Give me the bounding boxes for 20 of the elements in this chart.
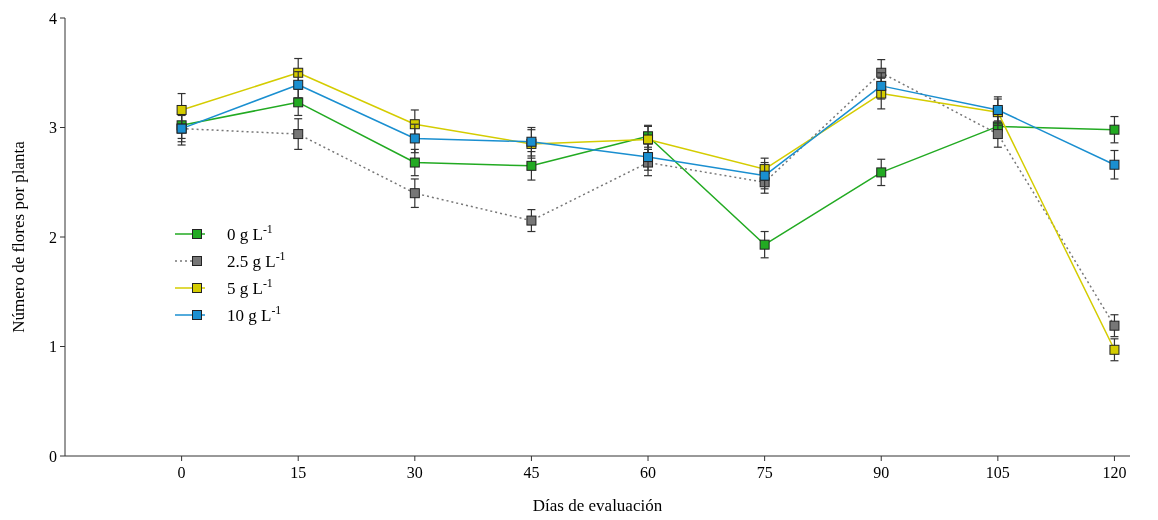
x-tick-label: 90: [873, 464, 890, 481]
legend-label: 5 g L$^{-1}$: [227, 275, 273, 298]
legend-label: 2.5 g L$^{-1}$: [227, 248, 286, 271]
y-tick-label: 3: [49, 119, 57, 137]
legend-label: 10 g L$^{-1}$: [227, 302, 282, 325]
x-tick-label: 15: [290, 464, 307, 481]
x-tick-label: 120: [1102, 464, 1127, 481]
y-tick-label: 4: [49, 9, 57, 27]
x-tick-label: 75: [756, 464, 773, 481]
x-tick-label: 30: [406, 464, 423, 481]
legend-label: 0 g L$^{-1}$: [227, 221, 273, 244]
x-axis-title: Días de evaluación: [532, 496, 663, 515]
y-tick-label: 0: [49, 447, 57, 465]
y-axis-title: Número de flores por planta: [9, 140, 28, 333]
x-tick-label: 45: [523, 464, 540, 481]
x-tick-label: 0: [177, 464, 186, 481]
y-tick-label: 2: [49, 228, 57, 246]
x-tick-label: 60: [640, 464, 657, 481]
y-tick-label: 1: [49, 338, 57, 356]
x-tick-label: 105: [985, 464, 1010, 481]
